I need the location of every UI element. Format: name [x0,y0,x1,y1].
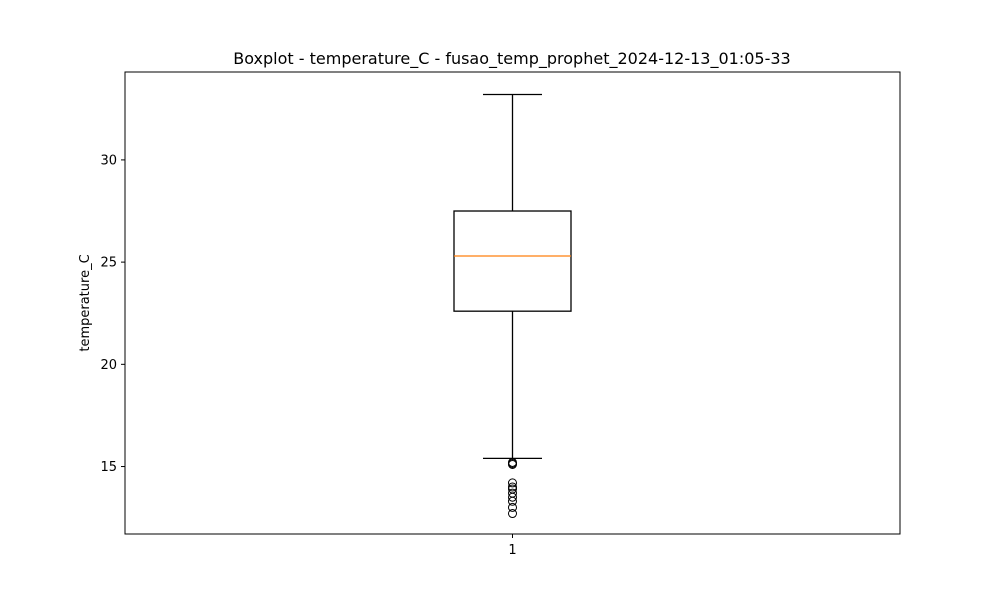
plot-area: 15 20 25 30 1 [100,71,901,558]
y-tick-label-30: 30 [100,153,117,168]
flier-point [508,457,517,467]
y-axis-label: temperature_C [78,254,93,351]
flier-point [508,478,517,488]
flier-point [508,492,517,502]
y-tick-label-25: 25 [100,256,117,271]
flier-point [508,496,517,506]
chart-title: Boxplot - temperature_C - fusao_temp_pro… [233,49,790,69]
flier-point [508,509,517,519]
x-tick-label-1: 1 [508,543,516,558]
box-iqr [453,210,572,312]
y-tick-label-15: 15 [100,460,117,475]
y-tick-label-20: 20 [100,358,117,373]
flier-point [508,502,517,512]
